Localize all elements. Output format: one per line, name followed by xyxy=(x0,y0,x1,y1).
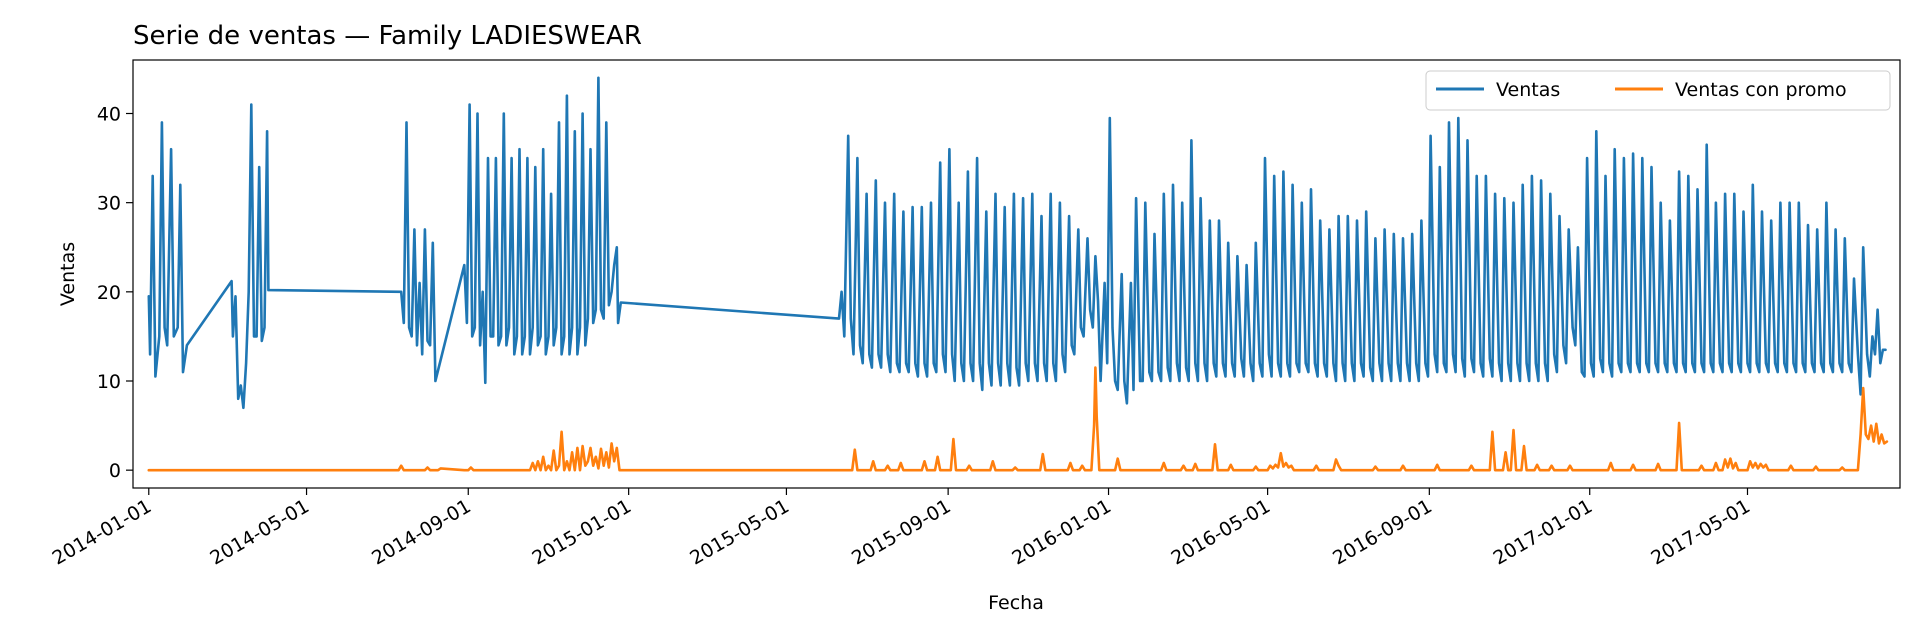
x-tick-label: 2016-09-01 xyxy=(1329,495,1436,569)
legend-label-ventas-con-promo: Ventas con promo xyxy=(1675,79,1847,101)
y-tick-label: 30 xyxy=(97,193,121,215)
x-tick-label: 2017-05-01 xyxy=(1647,495,1754,569)
legend-label-ventas: Ventas xyxy=(1496,79,1560,101)
plot-area xyxy=(132,59,1901,489)
x-axis: 2014-01-01 2014-05-01 2014-09-01 2015-01-01… xyxy=(49,488,1754,570)
x-tick-label: 2015-01-01 xyxy=(529,495,636,569)
plot-frame xyxy=(132,59,1901,489)
x-tick-label: 2014-09-01 xyxy=(368,495,475,569)
x-tick-label: 2015-05-01 xyxy=(686,495,793,569)
y-tick-label: 20 xyxy=(97,282,121,304)
series-line-ventas-con-promo xyxy=(147,366,1889,472)
series-line-ventas xyxy=(147,76,1887,410)
y-tick-label: 0 xyxy=(109,460,121,482)
x-tick-label: 2014-01-01 xyxy=(49,495,156,569)
x-tick-label: 2016-01-01 xyxy=(1008,495,1115,569)
x-tick-label: 2016-05-01 xyxy=(1167,495,1274,569)
legend: Ventas Ventas con promo xyxy=(1425,70,1891,111)
y-axis: 0 10 20 30 40 xyxy=(97,104,133,482)
series-layer xyxy=(147,76,1889,472)
x-tick-label: 2015-09-01 xyxy=(848,495,955,569)
y-axis-title: Ventas xyxy=(57,242,79,306)
y-tick-label: 10 xyxy=(97,371,121,393)
y-tick-label: 40 xyxy=(97,104,121,126)
x-axis-title: Fecha xyxy=(988,592,1044,614)
chart-title: Serie de ventas — Family LADIESWEAR xyxy=(133,21,642,51)
x-tick-label: 2014-05-01 xyxy=(206,495,313,569)
x-tick-label: 2017-01-01 xyxy=(1490,495,1597,569)
